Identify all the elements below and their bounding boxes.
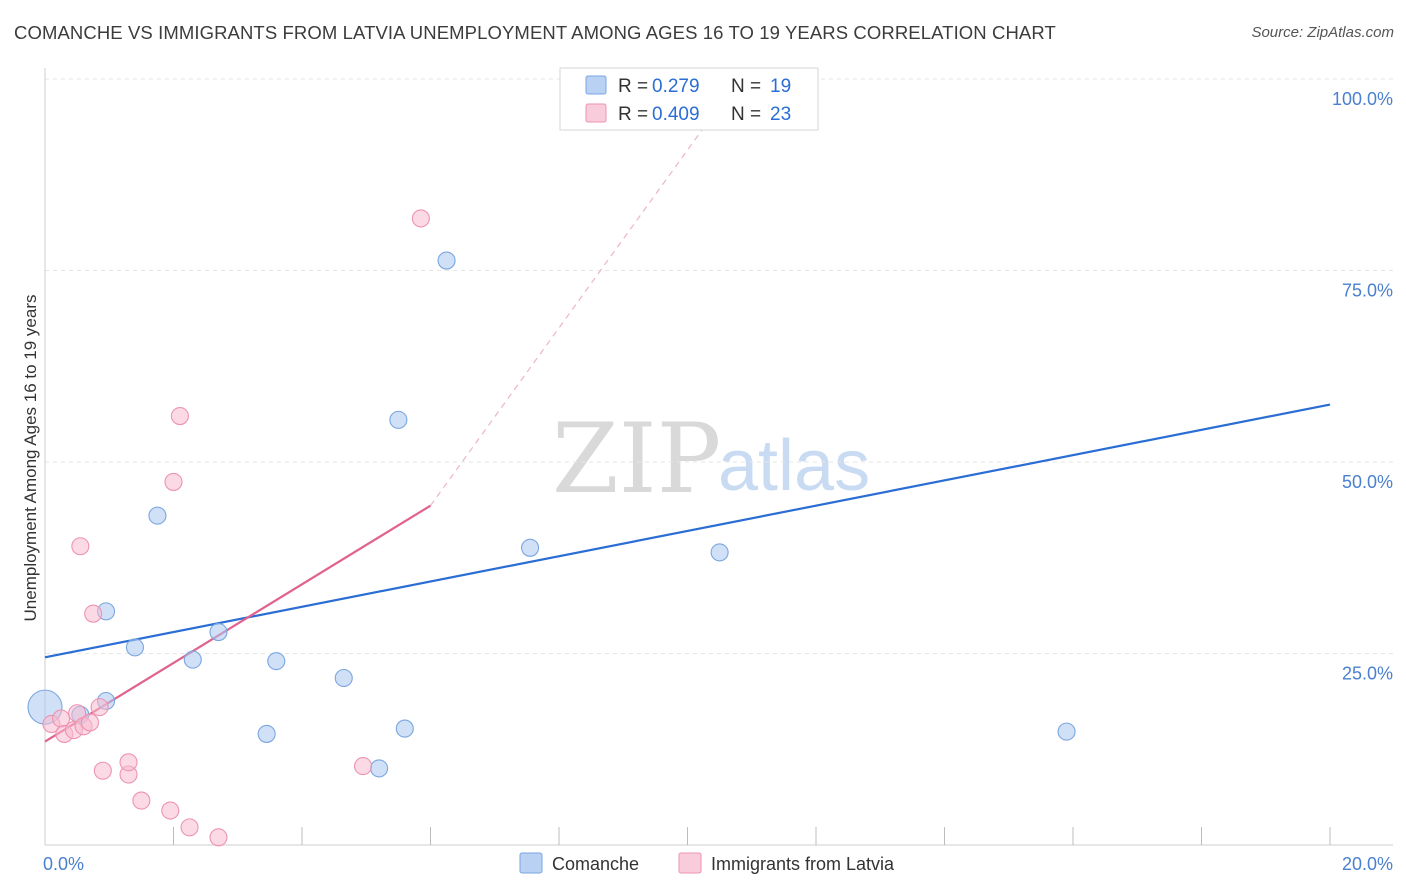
y-tick-label-50: 50.0% bbox=[1342, 472, 1393, 492]
point-latvia-18 bbox=[164, 472, 183, 491]
bottom-legend-label-comanche: Comanche bbox=[552, 854, 639, 874]
point-comanche-2 bbox=[148, 506, 167, 525]
bottom-legend-swatch-comanche bbox=[519, 852, 543, 874]
legend-swatch-latvia bbox=[585, 103, 607, 123]
watermark-atlas: atlas bbox=[718, 426, 870, 506]
legend-r-value-latvia: 0.409 bbox=[652, 104, 700, 125]
point-comanche-6 bbox=[209, 623, 228, 642]
legend-n-label-comanche: N = bbox=[731, 76, 761, 97]
source-label: Source: ZipAtlas.com bbox=[1251, 24, 1394, 41]
top-legend: R = 0.279 N = 19 R = 0.409 N = 23 bbox=[559, 67, 819, 131]
legend-n-value-latvia: 23 bbox=[770, 104, 791, 125]
point-comanche-11 bbox=[389, 410, 408, 429]
legend-n-value-comanche: 19 bbox=[770, 76, 791, 97]
point-comanche-14 bbox=[437, 251, 456, 270]
watermark-zip: ZIP bbox=[552, 403, 721, 515]
point-latvia-19 bbox=[353, 757, 373, 776]
point-latvia-17 bbox=[170, 406, 189, 426]
point-comanche-18 bbox=[1057, 722, 1076, 741]
point-comanche-7 bbox=[183, 650, 202, 669]
point-comanche-5 bbox=[125, 638, 144, 657]
point-latvia-6 bbox=[80, 713, 100, 732]
y-tick-label-25: 25.0% bbox=[1342, 664, 1393, 684]
chart-title: COMANCHE VS IMMIGRANTS FROM LATVIA UNEMP… bbox=[14, 22, 1056, 43]
y-tick-label-75: 75.0% bbox=[1342, 281, 1393, 301]
legend-swatch-comanche bbox=[585, 75, 607, 95]
bottom-legend-swatch-latvia bbox=[678, 852, 702, 874]
point-latvia-14 bbox=[161, 801, 180, 820]
point-comanche-10 bbox=[334, 668, 353, 688]
legend-r-label-comanche: R = bbox=[618, 76, 648, 97]
bottom-legend-label-latvia: Immigrants from Latvia bbox=[711, 854, 895, 874]
point-comanche-9 bbox=[257, 724, 276, 743]
point-latvia-8 bbox=[71, 537, 90, 556]
point-latvia-16 bbox=[209, 828, 228, 847]
x-tick-label-min: 0.0% bbox=[43, 854, 84, 874]
point-latvia-7 bbox=[90, 698, 109, 717]
point-latvia-9 bbox=[84, 604, 103, 623]
point-comanche-12 bbox=[395, 719, 414, 738]
legend-n-label-latvia: N = bbox=[731, 104, 761, 125]
x-tick-label-max: 20.0% bbox=[1342, 854, 1393, 874]
y-axis-label: Unemployment Among Ages 16 to 19 years bbox=[21, 295, 40, 622]
point-latvia-13 bbox=[132, 791, 151, 810]
tick-labels: 25.0% 50.0% 75.0% 100.0% 0.0% 20.0% bbox=[43, 89, 1393, 874]
point-latvia-20 bbox=[411, 209, 430, 228]
point-latvia-10 bbox=[93, 761, 112, 780]
trend-line-0 bbox=[44, 403, 1331, 659]
grid-lines bbox=[45, 78, 1393, 654]
point-latvia-15 bbox=[180, 818, 199, 837]
point-comanche-8 bbox=[267, 652, 286, 671]
legend-r-value-comanche: 0.279 bbox=[652, 76, 700, 97]
data-points bbox=[27, 69, 1076, 847]
point-comanche-15 bbox=[521, 538, 540, 557]
point-latvia-12 bbox=[119, 753, 138, 772]
point-comanche-17 bbox=[710, 543, 729, 562]
bottom-legend: Comanche Immigrants from Latvia bbox=[519, 852, 895, 874]
y-tick-label-100: 100.0% bbox=[1332, 89, 1393, 109]
point-comanche-13 bbox=[370, 759, 389, 778]
legend-r-label-latvia: R = bbox=[618, 104, 648, 125]
